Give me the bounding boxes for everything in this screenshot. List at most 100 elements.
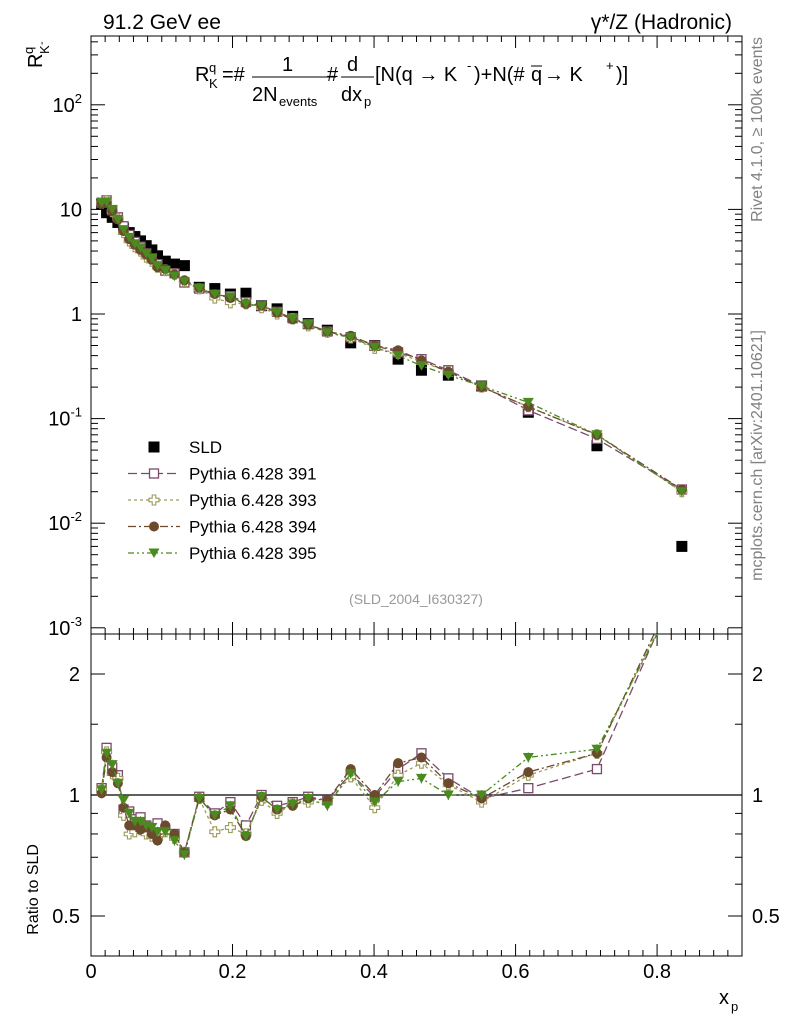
ratio-point <box>106 760 118 770</box>
ratio-point <box>168 836 180 846</box>
svg-text:+: + <box>606 58 614 73</box>
ratio-series-pythia-6-428-394 <box>96 634 655 858</box>
data-point <box>302 320 314 330</box>
ratio-y-label: Ratio to SLD <box>25 844 42 935</box>
data-point <box>287 314 299 324</box>
svg-text:dx: dx <box>341 84 362 106</box>
ratio-point <box>591 763 603 775</box>
data-point <box>152 261 164 271</box>
legend-marker <box>148 468 160 479</box>
ratio-point <box>118 795 130 806</box>
data-point <box>159 266 171 276</box>
ratio-tick-label-right: 0.5 <box>752 906 780 928</box>
data-point <box>240 299 252 309</box>
ratio-point <box>302 794 314 804</box>
svg-text:p: p <box>364 94 371 109</box>
data-point <box>135 243 147 253</box>
svg-text:=#: =# <box>222 64 246 86</box>
data-point <box>240 287 252 299</box>
data-point <box>676 487 688 497</box>
data-point <box>369 342 381 353</box>
data-point <box>159 255 171 267</box>
data-point <box>392 351 404 361</box>
ratio-point <box>118 809 130 821</box>
x-tick-label: 0.2 <box>219 961 247 983</box>
ratio-point <box>591 744 603 755</box>
x-tick-label: 0.4 <box>360 961 388 983</box>
data-point <box>106 211 118 223</box>
data-point <box>152 250 164 262</box>
ratio-line <box>100 634 655 855</box>
data-point <box>168 258 180 270</box>
data-point <box>209 289 221 300</box>
svg-text:)+N(#: )+N(# <box>474 64 525 86</box>
svg-text:2N: 2N <box>252 84 278 106</box>
ratio-series-pythia-6-428-391 <box>96 634 658 858</box>
ratio-point <box>523 767 534 778</box>
ratio-point <box>443 778 454 789</box>
legend-marker <box>148 494 160 506</box>
data-point <box>256 301 268 312</box>
y-tick-label: 10-3 <box>48 614 82 640</box>
data-point <box>168 271 180 282</box>
y-tick-label: 10-2 <box>48 509 82 535</box>
svg-text:[N(q → K: [N(q → K <box>375 64 458 86</box>
ratio-point <box>152 827 164 837</box>
svg-text:K: K <box>37 45 52 54</box>
x-tick-label: 0.6 <box>502 961 530 983</box>
legend-marker <box>148 548 160 558</box>
ratio-point <box>476 790 488 800</box>
svg-text:-: - <box>467 58 471 73</box>
svg-text:q: q <box>21 47 36 54</box>
ratio-point <box>112 778 124 789</box>
data-point <box>140 248 152 259</box>
legend-label: Pythia 6.428 391 <box>189 465 317 484</box>
x-tick-label: 0.8 <box>643 961 671 983</box>
ratio-tick-label-right: 1 <box>752 785 763 807</box>
data-point <box>591 440 603 452</box>
ratio-point <box>209 810 221 821</box>
data-point <box>442 370 454 381</box>
ratio-point <box>152 835 163 846</box>
svg-text:events: events <box>279 94 318 109</box>
svg-text:-: - <box>36 41 48 45</box>
ratio-point <box>101 748 113 759</box>
data-point <box>676 540 688 552</box>
ratio-tick-label-left: 0.5 <box>52 906 80 928</box>
ratio-point <box>392 777 404 787</box>
ratio-series-pythia-6-428-393 <box>96 634 657 858</box>
svg-text:x: x <box>719 987 729 1009</box>
svg-text:1: 1 <box>282 54 293 76</box>
formula-title: R K q =# 1 2N events # d dx p [N(q → K -… <box>195 54 628 109</box>
data-point <box>321 328 333 338</box>
data-point <box>209 283 221 295</box>
data-point <box>271 308 283 318</box>
legend-label: Pythia 6.428 393 <box>189 491 317 510</box>
y-tick-label: 10-1 <box>48 405 82 431</box>
y-tick-label: 102 <box>53 91 82 117</box>
y-tick-label: 10 <box>60 199 82 221</box>
ratio-point <box>135 816 147 827</box>
ratio-series-pythia-6-428-395 <box>96 634 658 860</box>
ratio-point <box>369 797 381 808</box>
x-tick-label: 0 <box>85 961 96 983</box>
data-point <box>591 430 603 440</box>
ratio-line <box>100 634 658 855</box>
y-tick-label: 1 <box>71 304 82 326</box>
svg-text:d: d <box>347 54 358 76</box>
data-point <box>224 292 236 303</box>
legend-label: Pythia 6.428 394 <box>189 518 317 537</box>
ratio-point <box>96 785 108 795</box>
ratio-point <box>369 790 380 800</box>
mcplots-label: mcplots.cern.ch [arXiv:2401.10621] <box>749 330 766 581</box>
data-point <box>146 253 158 264</box>
data-point <box>415 361 427 371</box>
ratio-point <box>240 831 252 842</box>
data-point <box>118 225 130 235</box>
svg-text:K: K <box>209 76 218 91</box>
ratio-tick-label-left: 2 <box>69 664 80 686</box>
svg-text:p: p <box>731 999 738 1014</box>
data-point <box>345 332 357 343</box>
ratio-point <box>271 805 283 815</box>
data-point <box>146 244 158 256</box>
